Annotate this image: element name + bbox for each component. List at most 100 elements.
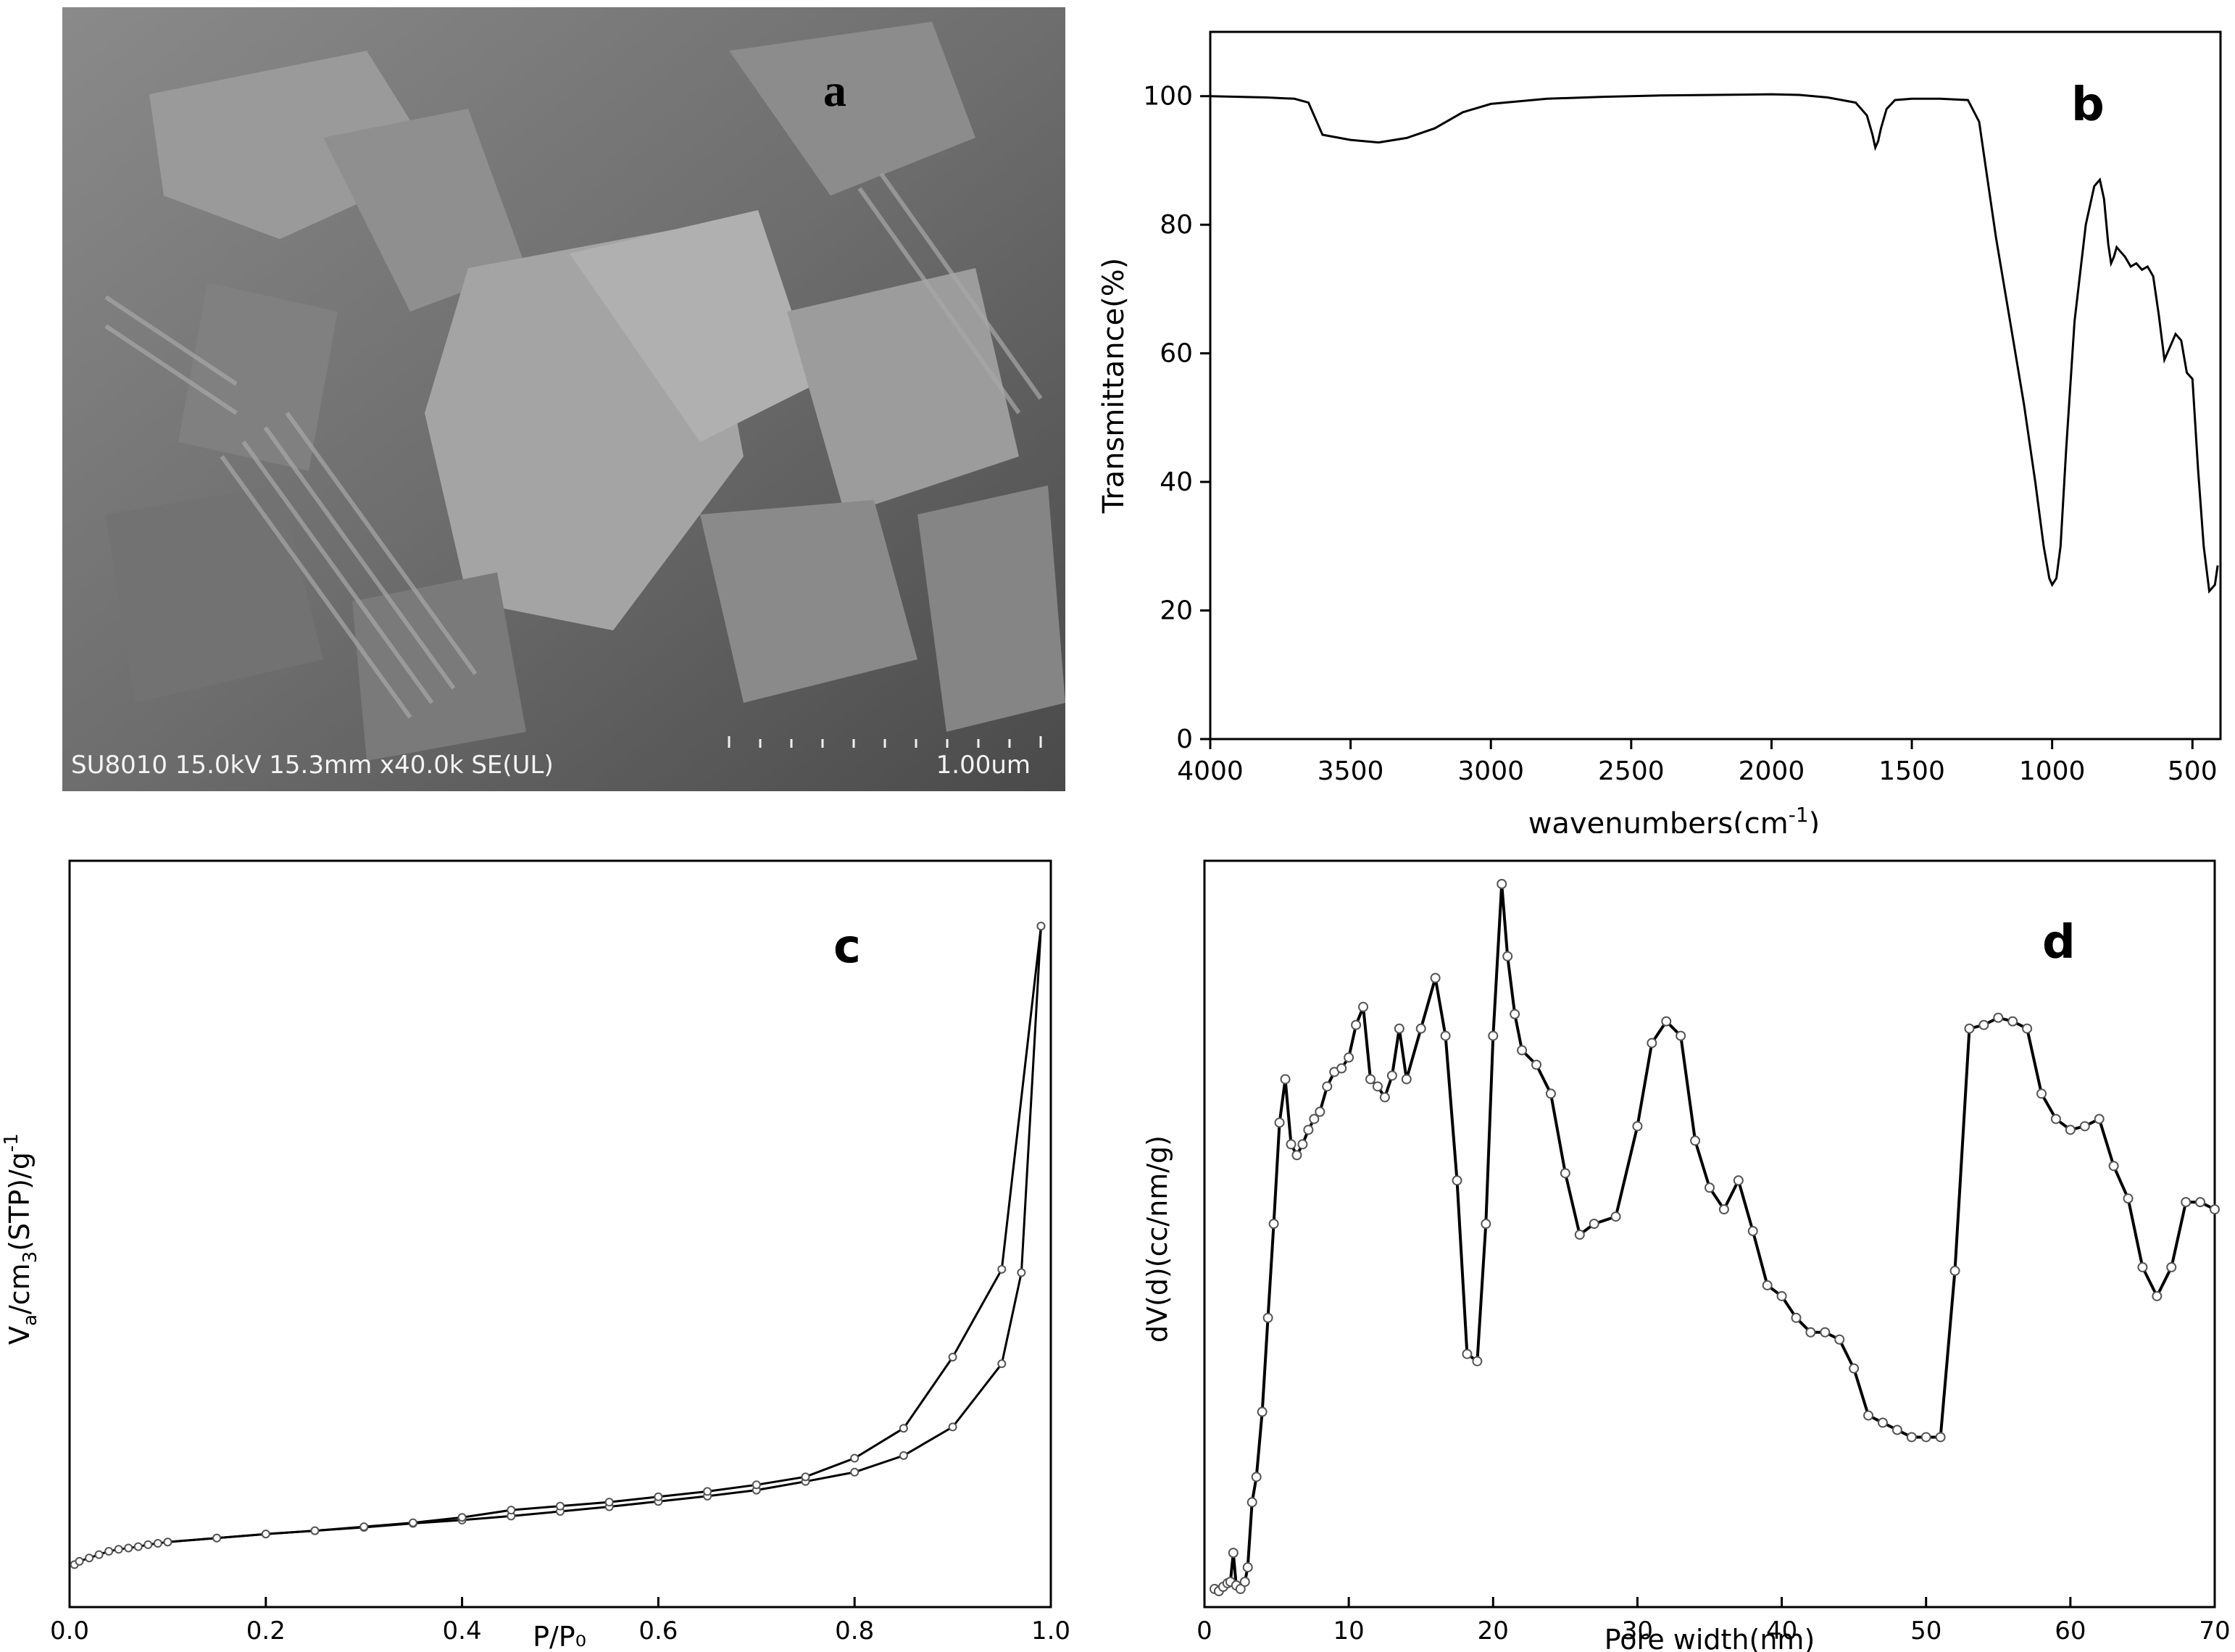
pore-data-point	[1472, 1356, 1483, 1367]
pore-data-point	[1440, 1030, 1451, 1041]
ftir-x-tick-label: 1500	[1878, 756, 1945, 786]
ftir-x-tick-label: 2500	[1598, 756, 1665, 786]
pore-data-point	[1239, 1577, 1250, 1588]
panel-label-d: d	[2042, 916, 2076, 969]
adsorption-point	[85, 1553, 94, 1563]
pore-data-point	[2108, 1161, 2119, 1172]
pore-data-point	[1935, 1432, 1946, 1443]
adsorption-point	[850, 1467, 860, 1477]
pore-data-point	[1510, 1009, 1520, 1019]
desorption-point	[752, 1480, 761, 1490]
ftir-y-tick-label: 20	[1160, 596, 1193, 626]
pore-distribution-line	[1214, 883, 2215, 1593]
pore-x-tick-label: 70	[2199, 1616, 2230, 1645]
pore-plot-frame	[1203, 859, 2216, 1609]
pore-data-point	[1351, 1019, 1362, 1030]
sem-micrograph-panel: a SU8010 15.0kV 15.3mm x40.0k SE(UL) 1.0…	[62, 7, 1065, 791]
ftir-y-tick-label: 80	[1160, 210, 1193, 240]
ftir-y-tick-label: 60	[1160, 339, 1193, 369]
pore-data-point	[2181, 1197, 2192, 1208]
pore-data-point	[1488, 1030, 1499, 1041]
pore-data-point	[1891, 1424, 1902, 1435]
pore-data-point	[1344, 1052, 1354, 1063]
pore-y-axis-label: dV(d)(cc/nm/g)	[1141, 1135, 1173, 1343]
pore-data-point	[1632, 1121, 1643, 1132]
pore-data-point	[2166, 1261, 2177, 1272]
pore-data-point	[1993, 1012, 2004, 1023]
adsorption-point	[899, 1451, 908, 1460]
pore-data-point	[1401, 1074, 1412, 1085]
ftir-x-tick-label: 3500	[1318, 756, 1384, 786]
pore-x-tick-label: 20	[1478, 1616, 1509, 1645]
pore-data-point	[1964, 1023, 1975, 1034]
ftir-x-tick-label: 3000	[1457, 756, 1524, 786]
desorption-point	[261, 1530, 270, 1539]
pore-data-point	[1574, 1230, 1585, 1240]
pore-data-point	[1303, 1125, 1314, 1135]
pore-data-point	[1291, 1150, 1302, 1161]
pore-data-point	[1517, 1045, 1528, 1056]
pore-data-point	[1297, 1139, 1308, 1150]
desorption-point	[899, 1424, 908, 1433]
pore-data-point	[1262, 1312, 1273, 1323]
pore-data-point	[1379, 1092, 1390, 1103]
pore-data-point	[2050, 1114, 2061, 1125]
desorption-point	[801, 1472, 810, 1482]
pore-data-point	[1251, 1472, 1262, 1482]
pore-x-axis-label: Pore width(nm)	[1605, 1624, 1815, 1652]
ftir-plot-area: 4000 3500 3000 2500 2000 1500 1000 500 0 20 40 60 8…	[1143, 30, 2222, 786]
pore-data-point	[1235, 1584, 1246, 1595]
adsorption-point	[948, 1422, 957, 1432]
adsorption-point	[75, 1556, 84, 1566]
isotherm-desorption-line	[167, 925, 1042, 1543]
pore-data-point	[1430, 972, 1441, 983]
pore-data-point	[1877, 1417, 1888, 1428]
pore-data-point	[1497, 879, 1507, 889]
pore-data-point	[2195, 1197, 2206, 1208]
pore-data-point	[1315, 1106, 1325, 1117]
sem-info-text: SU8010 15.0kV 15.3mm x40.0k SE(UL)	[71, 751, 554, 780]
pore-data-point	[1762, 1280, 1773, 1290]
desorption-point	[359, 1522, 369, 1532]
ftir-x-tick-label: 500	[2168, 756, 2218, 786]
panel-label-c: c	[833, 920, 861, 974]
desorption-point	[948, 1352, 957, 1361]
desorption-point	[556, 1501, 565, 1511]
pore-data-point	[1336, 1063, 1347, 1074]
ftir-y-tick-label: 40	[1160, 467, 1193, 497]
pore-data-point	[2094, 1114, 2105, 1125]
adsorption-point	[153, 1539, 162, 1548]
pore-data-point	[1849, 1363, 1860, 1374]
pore-data-point	[1228, 1548, 1239, 1559]
pore-data-point	[1610, 1211, 1621, 1222]
ftir-transmittance-line	[1210, 93, 2219, 594]
pore-data-point	[1394, 1023, 1404, 1034]
adsorption-point	[104, 1547, 114, 1556]
ftir-x-tick-label: 4000	[1177, 756, 1244, 786]
desorption-point	[850, 1453, 860, 1463]
pore-data-point	[1805, 1327, 1816, 1338]
pore-data-point	[2022, 1023, 2033, 1034]
pore-data-point	[2210, 1204, 2220, 1215]
pore-data-point	[1661, 1016, 1672, 1027]
panel-label-b: b	[2071, 78, 2105, 132]
pore-data-point	[1776, 1290, 1787, 1301]
isotherm-y-axis-label: Va/cm3(STP)/g-1	[1, 1133, 41, 1345]
isotherm-x-tick-label: 0.4	[443, 1616, 482, 1645]
ftir-x-tick-label: 1000	[2019, 756, 2086, 786]
isotherm-x-tick-label: 1.0	[1031, 1616, 1070, 1645]
pore-data-point	[1415, 1023, 1426, 1034]
pore-x-tick-label: 0	[1196, 1616, 1212, 1645]
pore-data-point	[1246, 1497, 1257, 1508]
pore-data-point	[1834, 1334, 1845, 1345]
pore-data-point	[2123, 1193, 2134, 1204]
pore-x-tick-label: 60	[2055, 1616, 2086, 1645]
isotherm-x-axis-label: P/P₀	[533, 1621, 586, 1652]
pore-data-point	[1481, 1219, 1491, 1230]
pore-x-tick-label: 40	[1766, 1616, 1797, 1645]
pore-data-point	[1386, 1070, 1397, 1081]
pore-data-point	[1274, 1117, 1285, 1128]
pore-data-point	[1242, 1562, 1253, 1573]
pore-data-point	[1733, 1175, 1744, 1186]
pore-data-point	[1286, 1139, 1297, 1150]
